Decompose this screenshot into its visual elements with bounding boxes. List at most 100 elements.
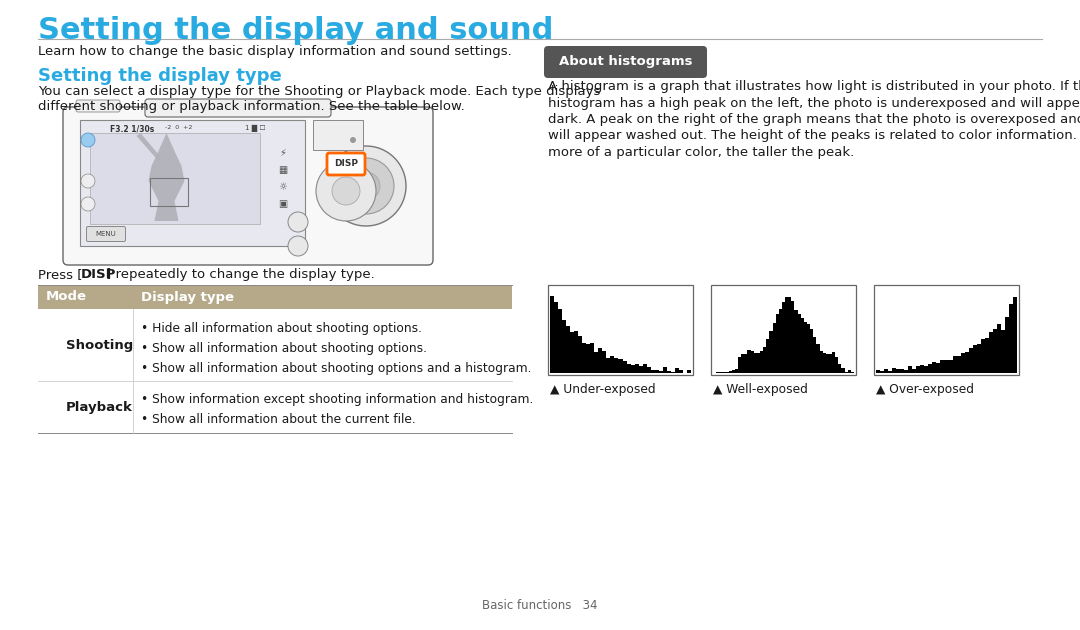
Bar bbox=[767, 339, 769, 373]
Bar bbox=[953, 356, 957, 373]
Text: ▲ Under-exposed: ▲ Under-exposed bbox=[550, 383, 656, 396]
Bar bbox=[916, 365, 920, 373]
Text: Learn how to change the basic display information and sound settings.: Learn how to change the basic display in… bbox=[38, 45, 512, 58]
Bar bbox=[908, 366, 913, 373]
Circle shape bbox=[338, 158, 394, 214]
Text: ⚡: ⚡ bbox=[280, 148, 286, 158]
FancyBboxPatch shape bbox=[544, 46, 707, 78]
Bar bbox=[832, 352, 835, 373]
Bar bbox=[772, 323, 775, 373]
Bar bbox=[744, 354, 747, 373]
Text: A histogram is a graph that illustrates how light is distributed in your photo. : A histogram is a graph that illustrates … bbox=[548, 80, 1080, 93]
Bar bbox=[845, 372, 848, 373]
Bar bbox=[795, 310, 798, 373]
Bar bbox=[550, 295, 554, 373]
Circle shape bbox=[81, 174, 95, 188]
Bar bbox=[957, 356, 960, 373]
Text: Setting the display type: Setting the display type bbox=[38, 67, 282, 85]
Bar bbox=[760, 352, 764, 373]
Bar bbox=[800, 318, 804, 373]
Bar bbox=[848, 370, 851, 373]
Bar bbox=[874, 285, 1020, 375]
Bar bbox=[798, 314, 800, 373]
Bar bbox=[826, 353, 829, 373]
Bar bbox=[575, 331, 578, 373]
Bar bbox=[619, 359, 622, 373]
Bar bbox=[792, 301, 795, 373]
Bar bbox=[896, 369, 900, 373]
Text: 1 █ ☐: 1 █ ☐ bbox=[245, 125, 266, 132]
Bar bbox=[570, 332, 575, 373]
Bar bbox=[747, 350, 751, 373]
Bar bbox=[820, 351, 823, 373]
Text: F3.2 1/30s: F3.2 1/30s bbox=[110, 125, 154, 134]
Bar bbox=[945, 360, 948, 373]
Circle shape bbox=[332, 177, 360, 205]
FancyBboxPatch shape bbox=[145, 99, 330, 117]
Bar bbox=[610, 356, 615, 373]
Bar bbox=[38, 381, 512, 433]
Bar bbox=[679, 370, 683, 373]
Bar bbox=[785, 297, 788, 373]
Bar bbox=[900, 369, 904, 373]
Bar bbox=[313, 120, 363, 150]
Text: ] repeatedly to change the display type.: ] repeatedly to change the display type. bbox=[106, 268, 375, 281]
Bar bbox=[606, 358, 610, 373]
Text: -2  0  +2: -2 0 +2 bbox=[165, 125, 192, 130]
Text: more of a particular color, the taller the peak.: more of a particular color, the taller t… bbox=[548, 146, 854, 159]
Bar bbox=[888, 372, 892, 373]
Bar bbox=[810, 329, 813, 373]
Bar bbox=[851, 372, 854, 373]
Bar bbox=[631, 365, 635, 373]
Bar bbox=[841, 368, 845, 373]
Bar bbox=[594, 352, 598, 373]
Text: Press [: Press [ bbox=[38, 268, 82, 281]
Bar bbox=[586, 344, 591, 373]
Bar bbox=[741, 354, 744, 373]
Bar bbox=[638, 366, 643, 373]
Bar bbox=[892, 369, 896, 373]
Bar bbox=[807, 324, 810, 373]
Bar bbox=[960, 353, 964, 373]
Text: You can select a display type for the Shooting or Playback mode. Each type displ: You can select a display type for the Sh… bbox=[38, 85, 600, 98]
Text: • Show all information about the current file.: • Show all information about the current… bbox=[141, 413, 416, 426]
Bar bbox=[985, 338, 989, 373]
Bar bbox=[788, 297, 792, 373]
Text: Setting the display and sound: Setting the display and sound bbox=[38, 16, 553, 45]
Bar bbox=[626, 364, 631, 373]
Bar bbox=[723, 372, 726, 373]
Circle shape bbox=[352, 172, 380, 200]
Bar bbox=[1004, 317, 1009, 373]
Bar bbox=[751, 351, 754, 373]
Text: ▦: ▦ bbox=[279, 165, 287, 175]
Text: ▣: ▣ bbox=[279, 199, 287, 209]
Bar bbox=[913, 369, 916, 373]
Bar bbox=[647, 367, 651, 373]
Bar bbox=[149, 178, 188, 206]
Text: different shooting or playback information. See the table below.: different shooting or playback informati… bbox=[38, 100, 464, 113]
Circle shape bbox=[288, 236, 308, 256]
Bar bbox=[920, 365, 924, 373]
Text: About histograms: About histograms bbox=[558, 55, 692, 69]
Circle shape bbox=[316, 161, 376, 221]
Bar bbox=[775, 314, 779, 373]
Bar bbox=[782, 302, 785, 373]
Bar bbox=[582, 343, 586, 373]
Bar bbox=[1001, 330, 1004, 373]
Bar bbox=[732, 370, 734, 373]
Text: • Show information except shooting information and histogram.: • Show information except shooting infor… bbox=[141, 393, 534, 406]
Text: dark. A peak on the right of the graph means that the photo is overexposed and: dark. A peak on the right of the graph m… bbox=[548, 113, 1080, 126]
Bar bbox=[38, 309, 512, 381]
Text: • Show all information about shooting options.: • Show all information about shooting op… bbox=[141, 342, 427, 355]
Bar bbox=[885, 369, 888, 373]
Bar bbox=[976, 344, 981, 373]
Bar bbox=[929, 364, 932, 373]
Bar bbox=[981, 340, 985, 373]
Bar bbox=[734, 369, 738, 373]
Bar bbox=[941, 360, 945, 373]
Bar bbox=[754, 353, 757, 373]
Circle shape bbox=[372, 192, 376, 196]
Bar bbox=[835, 357, 838, 373]
Text: MENU: MENU bbox=[96, 231, 117, 237]
Bar bbox=[829, 353, 832, 373]
